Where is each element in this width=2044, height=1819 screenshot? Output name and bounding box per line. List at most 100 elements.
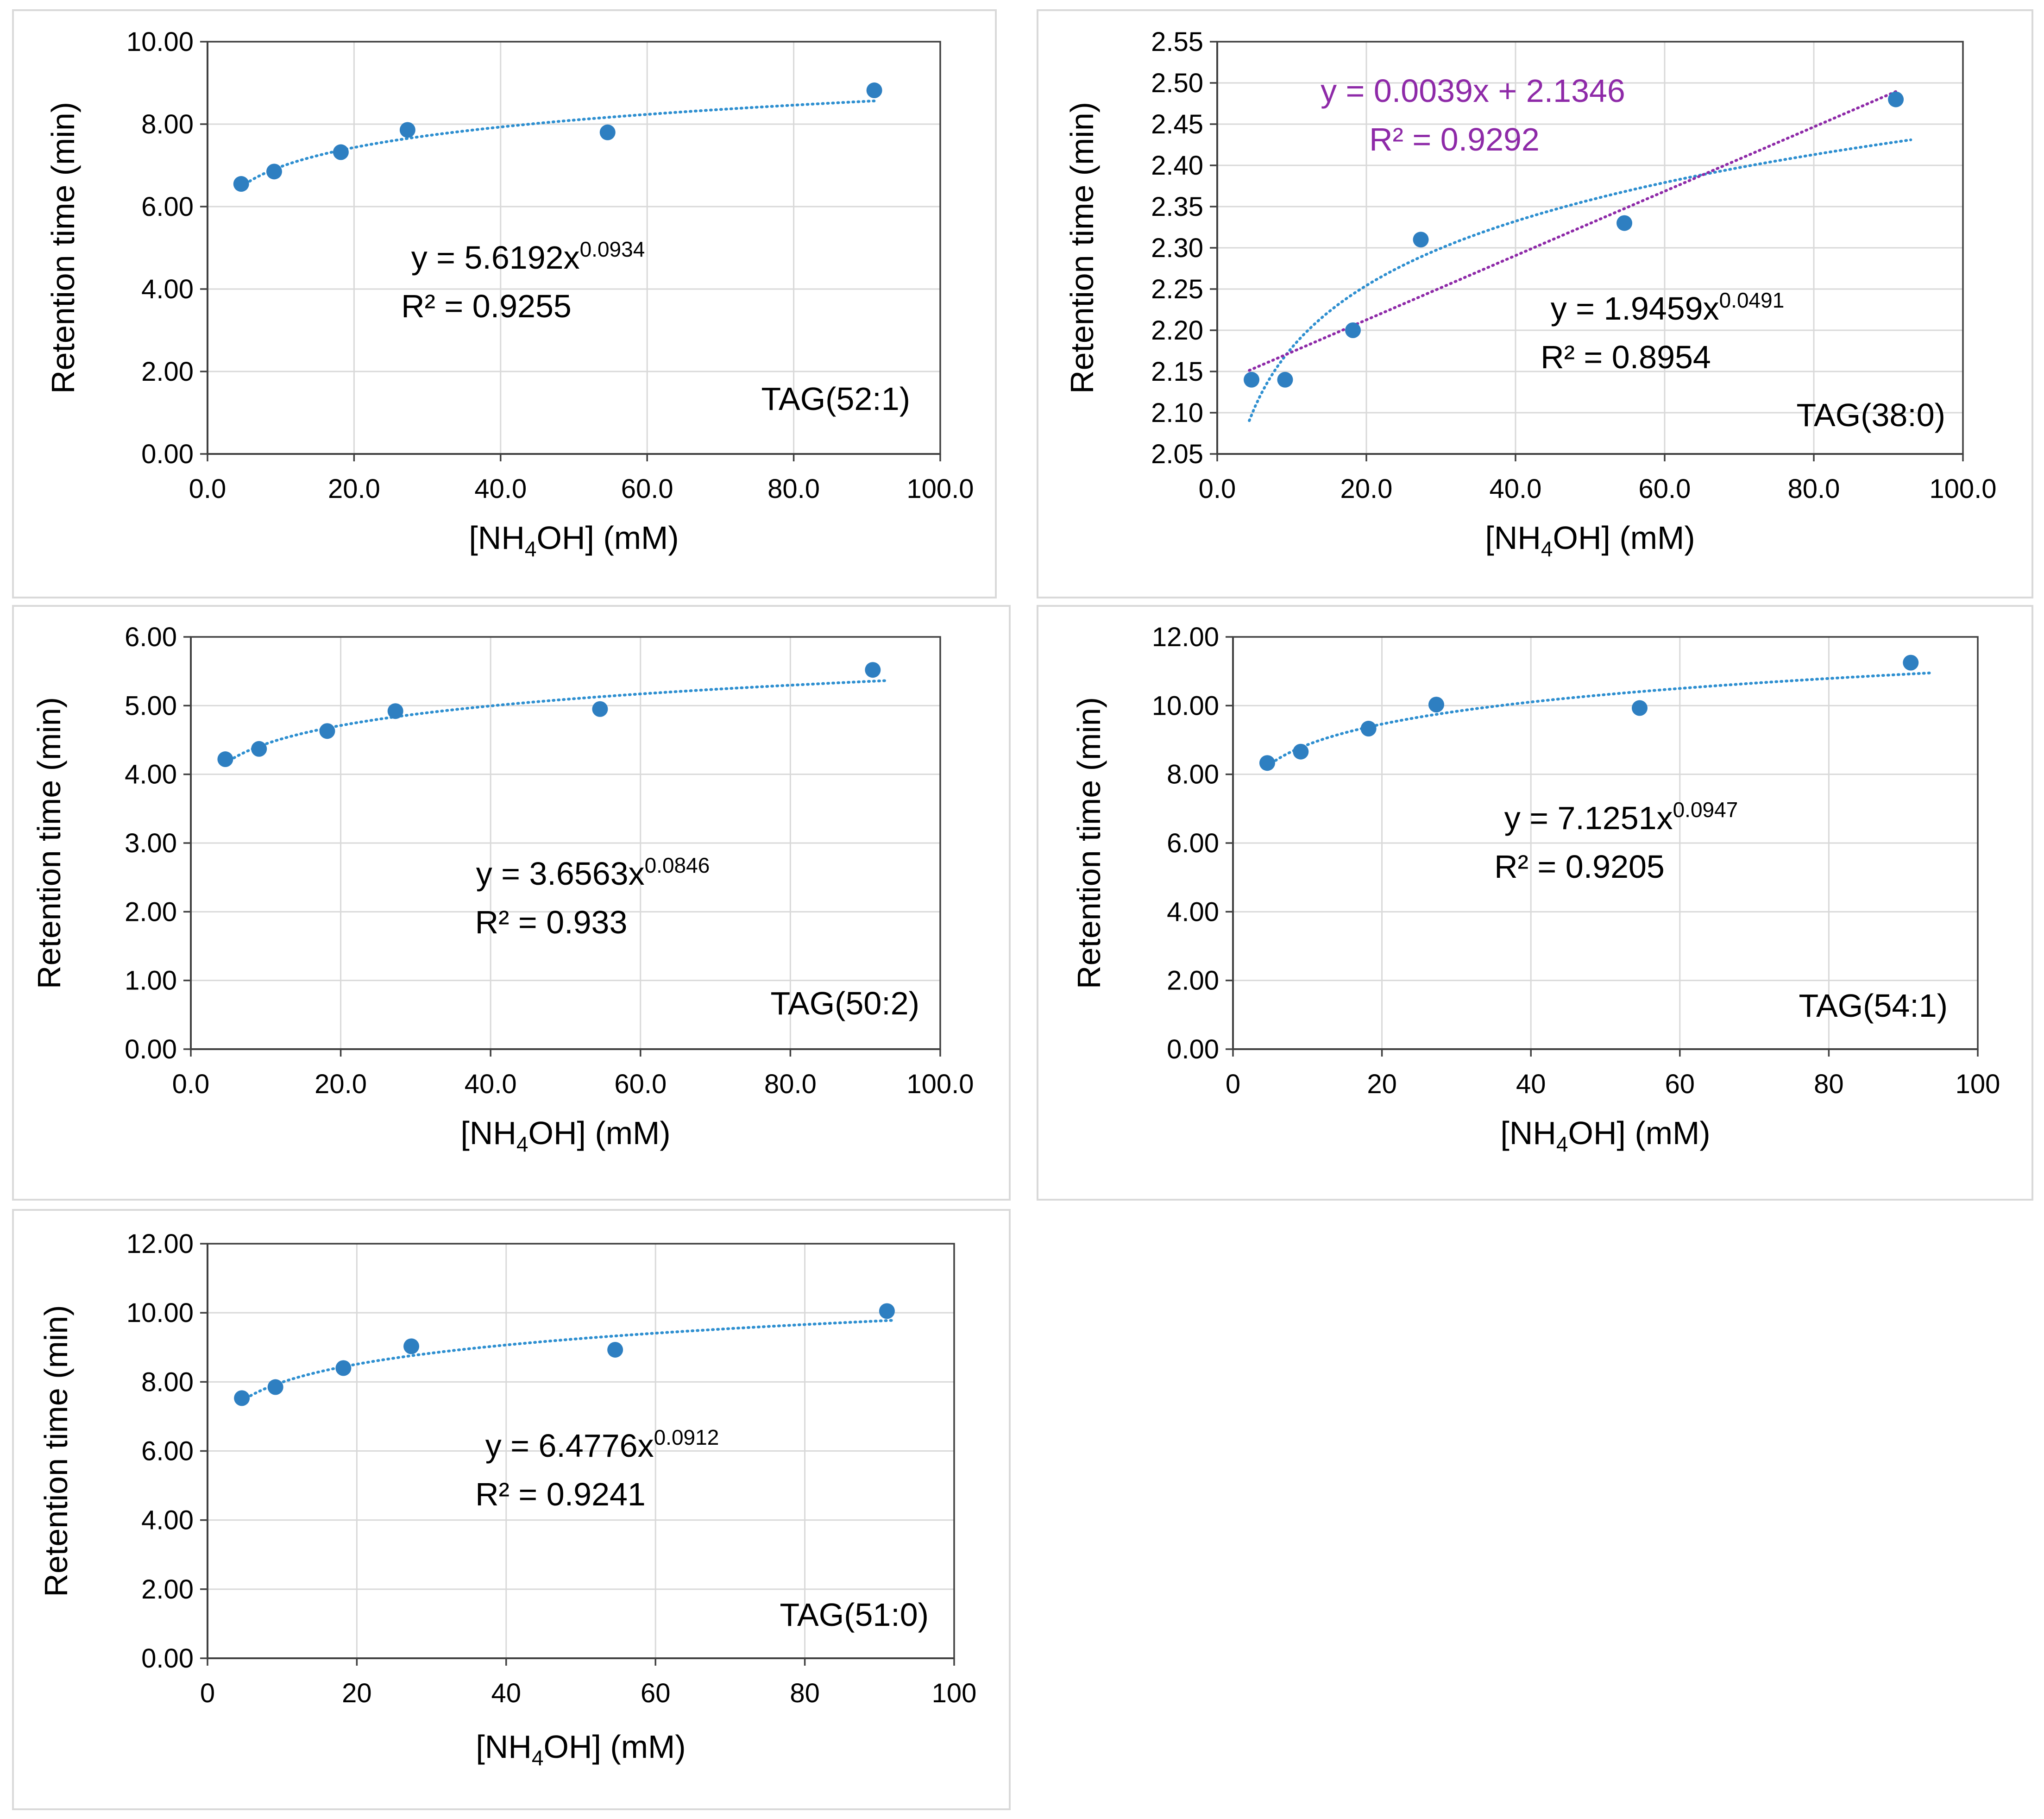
trendline-equation: y = 6.4776x0.0912: [485, 1425, 719, 1464]
x-tick-label: 80.0: [767, 474, 820, 504]
x-tick-label: 40: [1516, 1069, 1546, 1099]
chart-3: 0.0 20.0 40.0 60.0 80.0 100.0 0.00 1.00 2.00 3.00…: [12, 605, 1011, 1201]
y-tick-label: 4.00: [141, 1505, 194, 1536]
x-tick-label: 60.0: [621, 474, 673, 504]
x-tick-label: 0.0: [172, 1069, 210, 1099]
y-tick-label: 4.00: [125, 760, 177, 790]
data-point: [599, 124, 616, 140]
data-point: [335, 1360, 352, 1376]
x-tick-label: 40: [491, 1678, 522, 1708]
y-tick-label: 2.50: [1151, 68, 1203, 98]
x-axis-title: [NH4OH] (mM): [469, 520, 679, 561]
chart-frame: [12, 1209, 1011, 1810]
y-axis-title: Retention time (min): [31, 697, 67, 989]
y-tick-label: 2.45: [1151, 109, 1203, 139]
y-tick-label: 0.00: [141, 439, 194, 469]
y-tick-label: 2.15: [1151, 357, 1203, 387]
y-tick-label: 2.55: [1151, 27, 1203, 57]
x-tick-label: 100: [932, 1678, 977, 1708]
y-tick-label: 0.00: [1167, 1034, 1219, 1064]
y-tick-label: 2.00: [125, 897, 177, 927]
y-tick-label: 6.00: [125, 622, 177, 652]
trendline-r-squared: R² = 0.9241: [475, 1476, 646, 1512]
data-point: [333, 144, 349, 160]
trendline-r-squared: R² = 0.9292: [1369, 121, 1540, 157]
x-axis-title: [NH4OH] (mM): [476, 1729, 686, 1770]
trendline-r-squared: R² = 0.933: [475, 904, 628, 940]
y-axis-title: Retention time (min): [38, 1305, 74, 1597]
series-label: TAG(38:0): [1796, 397, 1945, 433]
trendline-equation: y = 5.6192x0.0934: [411, 237, 645, 276]
trendline-r-squared: R² = 0.8954: [1541, 339, 1711, 375]
x-tick-label: 60.0: [614, 1069, 667, 1099]
y-tick-label: 2.40: [1151, 151, 1203, 181]
power-trendline: [1266, 671, 1931, 768]
y-tick-label: 2.00: [141, 357, 194, 387]
y-tick-label: 6.00: [141, 1436, 194, 1467]
x-tick-label: 20: [1367, 1069, 1397, 1099]
y-tick-label: 4.00: [1167, 897, 1219, 927]
x-tick-label: 40.0: [465, 1069, 517, 1099]
y-tick-label: 10.00: [126, 1298, 194, 1328]
data-point: [387, 703, 403, 719]
trendline-r-squared: R² = 0.9205: [1494, 849, 1665, 885]
y-axis-title: Retention time (min): [1064, 102, 1100, 394]
x-axis-title: [NH4OH] (mM): [1485, 520, 1695, 561]
y-axis-title: Retention time (min): [1071, 697, 1107, 989]
chart-1: 0.0 20.0 40.0 60.0 80.0 100.0 0.00 2.00 4.00 6.00…: [12, 9, 997, 598]
x-tick-label: 0.0: [189, 474, 226, 504]
y-tick-label: 3.00: [125, 828, 177, 858]
data-point: [234, 1390, 250, 1406]
chart-5: 0 20 40 60 80 100 0.00 2.00 4.00 6.00 8.00 10.00 12.…: [12, 1209, 1011, 1810]
trendline-equation: y = 3.6563x0.0846: [476, 853, 710, 892]
trendline-r-squared: R² = 0.9255: [401, 288, 572, 324]
data-point: [233, 176, 249, 192]
data-point: [267, 1379, 283, 1395]
data-point: [865, 662, 881, 678]
y-tick-label: 2.20: [1151, 315, 1203, 346]
y-tick-label: 0.00: [125, 1034, 177, 1064]
data-point: [607, 1341, 623, 1358]
y-tick-label: 12.00: [126, 1229, 194, 1259]
y-tick-label: 2.30: [1151, 233, 1203, 263]
x-tick-label: 60.0: [1639, 474, 1691, 504]
data-point: [1616, 215, 1633, 231]
data-point: [399, 122, 415, 138]
data-point: [1888, 91, 1904, 107]
series-label: TAG(51:0): [780, 1597, 929, 1633]
x-axis-title: [NH4OH] (mM): [460, 1115, 670, 1156]
x-tick-label: 100.0: [906, 1069, 974, 1099]
x-tick-label: 80: [790, 1678, 820, 1708]
y-tick-label: 1.00: [125, 966, 177, 996]
data-point: [866, 82, 882, 99]
x-axis-title: [NH4OH] (mM): [1500, 1115, 1710, 1156]
x-tick-label: 20.0: [314, 1069, 367, 1099]
y-tick-label: 12.00: [1152, 622, 1219, 652]
y-tick-label: 6.00: [141, 192, 194, 222]
chart-frame: [1037, 9, 2033, 598]
x-tick-label: 60: [1665, 1069, 1695, 1099]
x-tick-label: 80.0: [764, 1069, 817, 1099]
data-point: [1428, 697, 1444, 713]
data-point: [266, 164, 282, 180]
trendline-equation: y = 0.0039x + 2.1346: [1321, 73, 1625, 109]
trendline-equation: y = 7.1251x0.0947: [1504, 798, 1738, 836]
x-tick-label: 100.0: [906, 474, 974, 504]
data-point: [1413, 232, 1429, 248]
x-tick-label: 100.0: [1929, 474, 1996, 504]
y-tick-label: 8.00: [141, 1367, 194, 1397]
data-point: [403, 1338, 420, 1354]
y-axis-title: Retention time (min): [45, 102, 81, 394]
x-tick-label: 40.0: [474, 474, 527, 504]
data-point: [217, 751, 233, 768]
data-point: [1277, 371, 1293, 388]
x-tick-label: 0: [1226, 1069, 1240, 1099]
y-tick-label: 0.00: [141, 1643, 194, 1674]
chart-4: 0 20 40 60 80 100 0.00 2.00 4.00 6.00 8.00 10.00 12.…: [1037, 605, 2033, 1201]
y-tick-label: 10.00: [1152, 691, 1219, 721]
series-label: TAG(50:2): [770, 985, 919, 1021]
x-tick-label: 0: [200, 1678, 215, 1708]
x-tick-label: 40.0: [1490, 474, 1542, 504]
data-point: [879, 1303, 895, 1319]
